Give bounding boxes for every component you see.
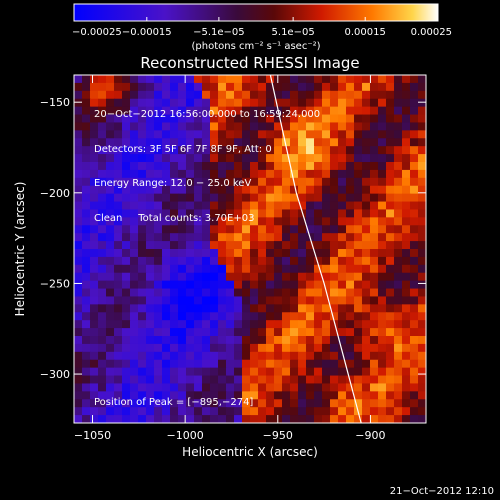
colorbar-tick-labels: −0.00025 −0.00015 −5.1e−05 5.1e−05 0.00015 0.… <box>72 27 452 38</box>
y-tick-label: −250 <box>40 277 70 290</box>
y-axis-ticks: −150 −200 −250 −300 <box>40 96 426 381</box>
x-tick-label: −1000 <box>167 429 204 442</box>
observation-info: 20−Oct−2012 16:56:00.000 to 16:59:24.000… <box>94 86 320 236</box>
info-detectors: Detectors: 3F 5F 6F 7F 8F 9F, Att: 0 <box>94 143 272 155</box>
colorbar-tick-label: 0.00025 <box>411 27 452 38</box>
colorbar-ticks <box>73 17 439 21</box>
chart-title: Reconstructed RHESSI Image <box>140 54 359 72</box>
colorbar-tick-label: −5.1e−05 <box>193 27 245 38</box>
colorbar-tick-label: −0.00025 <box>72 27 122 38</box>
colorbar-unit-label: (photons cm⁻² s⁻¹ asec⁻²) <box>191 41 320 52</box>
y-tick-label: −300 <box>40 368 70 381</box>
y-tick-label: −150 <box>40 96 70 109</box>
solar-limb-curve <box>269 75 362 423</box>
footer-timestamp: 21−Oct−2012 12:10 <box>390 486 494 497</box>
x-axis-ticks: −1050 −1000 −950 −900 <box>74 75 386 442</box>
heatmap-image <box>74 75 426 423</box>
plot-frame <box>73 74 427 424</box>
info-energy-range: Energy Range: 12.0 − 25.0 keV <box>94 178 252 189</box>
x-tick-label: −1050 <box>74 429 111 442</box>
x-tick-label: −900 <box>355 429 385 442</box>
info-total-counts: Clean Total counts: 3.70E+03 <box>94 212 255 224</box>
peak-position-label: Position of Peak = [−895,−274] <box>94 397 254 408</box>
colorbar-tick-label: 5.1e−05 <box>272 27 315 38</box>
y-tick-label: −200 <box>40 187 70 200</box>
info-time-range: 20−Oct−2012 16:56:00.000 to 16:59:24.000 <box>94 109 321 120</box>
colorbar <box>73 3 439 22</box>
colorbar-tick-label: −0.00015 <box>122 27 172 38</box>
colorbar-tick-label: 0.00015 <box>345 27 386 38</box>
x-axis-label: Heliocentric X (arcsec) <box>182 445 318 459</box>
x-tick-label: −950 <box>263 429 293 442</box>
y-axis-label: Heliocentric Y (arcsec) <box>13 182 27 317</box>
